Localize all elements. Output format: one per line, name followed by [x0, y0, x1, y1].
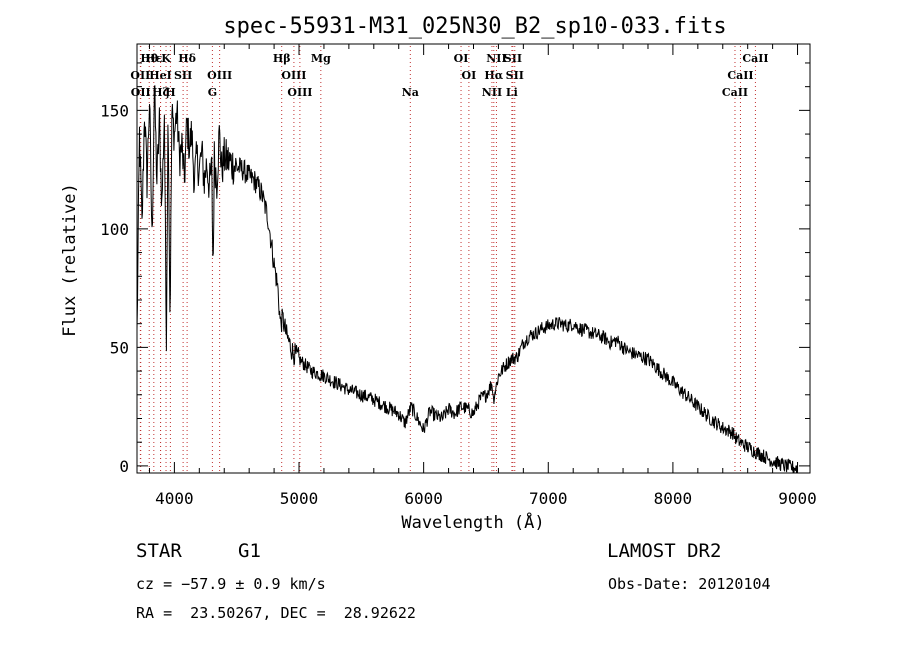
emission-line-label: NII: [482, 86, 502, 99]
y-tick-label: 50: [110, 338, 129, 357]
emission-line-label: Li: [506, 86, 518, 99]
emission-line-label: OIII: [207, 69, 232, 82]
plot-frame: [136, 43, 811, 474]
emission-line-label: HeI: [149, 69, 172, 82]
x-tick-label: 4000: [155, 489, 194, 508]
y-tick-label: 150: [100, 101, 129, 120]
emission-line-label: Hε: [145, 52, 162, 65]
emission-line-label: OII: [130, 69, 150, 82]
emission-line-label: OI: [454, 52, 469, 65]
emission-line-label: OII: [131, 86, 151, 99]
emission-line-label: OI: [462, 69, 477, 82]
chart-title: spec-55931-M31_025N30_B2_sp10-033.fits: [223, 14, 726, 39]
x-tick-label: 7000: [529, 489, 568, 508]
emission-line-label: CaII: [742, 52, 768, 65]
x-axis-label: Wavelength (Å): [401, 511, 544, 533]
emission-line-label: K: [161, 52, 171, 65]
emission-line-label: Hθ: [140, 52, 158, 65]
emission-line-label: Hα: [484, 69, 503, 82]
emission-line-label: OIII: [281, 69, 306, 82]
x-tick-label: 8000: [654, 489, 693, 508]
emission-line-label: Na: [402, 86, 419, 99]
spectrum-series-line: [136, 85, 798, 474]
emission-line-label: NII: [486, 52, 506, 65]
emission-line-label: OIII: [287, 86, 312, 99]
emission-line-label: Mg: [311, 52, 331, 65]
x-tick-label: 9000: [778, 489, 817, 508]
emission-line-label: SII: [506, 69, 524, 82]
y-axis-label: Flux (relative): [60, 183, 80, 337]
emission-line-label: CaII: [722, 86, 748, 99]
survey-name: LAMOST DR2: [607, 540, 722, 562]
object-subclass: G1: [238, 540, 261, 562]
axis-ticks: 4000 5000 6000 7000 8000 9000 0 50 100 150: [100, 44, 817, 508]
emission-line-label: SII: [174, 69, 192, 82]
y-tick-label: 100: [100, 220, 129, 239]
emission-line-label: SII: [504, 52, 522, 65]
emission-line-label: CaII: [727, 69, 753, 82]
x-tick-label: 6000: [404, 489, 443, 508]
redshift-cz: cz = −57.9 ± 0.9 km/s: [136, 575, 326, 593]
emission-line-label: Hδ: [178, 52, 196, 65]
emission-line-label: Hζ: [152, 86, 169, 99]
ra-dec-coordinates: RA = 23.50267, DEC = 28.92622: [136, 604, 416, 622]
y-tick-label: 0: [119, 457, 129, 476]
x-tick-label: 5000: [280, 489, 319, 508]
observation-date: Obs-Date: 20120104: [608, 575, 771, 593]
object-class: STAR: [136, 540, 182, 562]
emission-line-label: G: [208, 86, 217, 99]
emission-line-label: Hβ: [273, 52, 291, 65]
emission-line-label: H: [165, 86, 175, 99]
